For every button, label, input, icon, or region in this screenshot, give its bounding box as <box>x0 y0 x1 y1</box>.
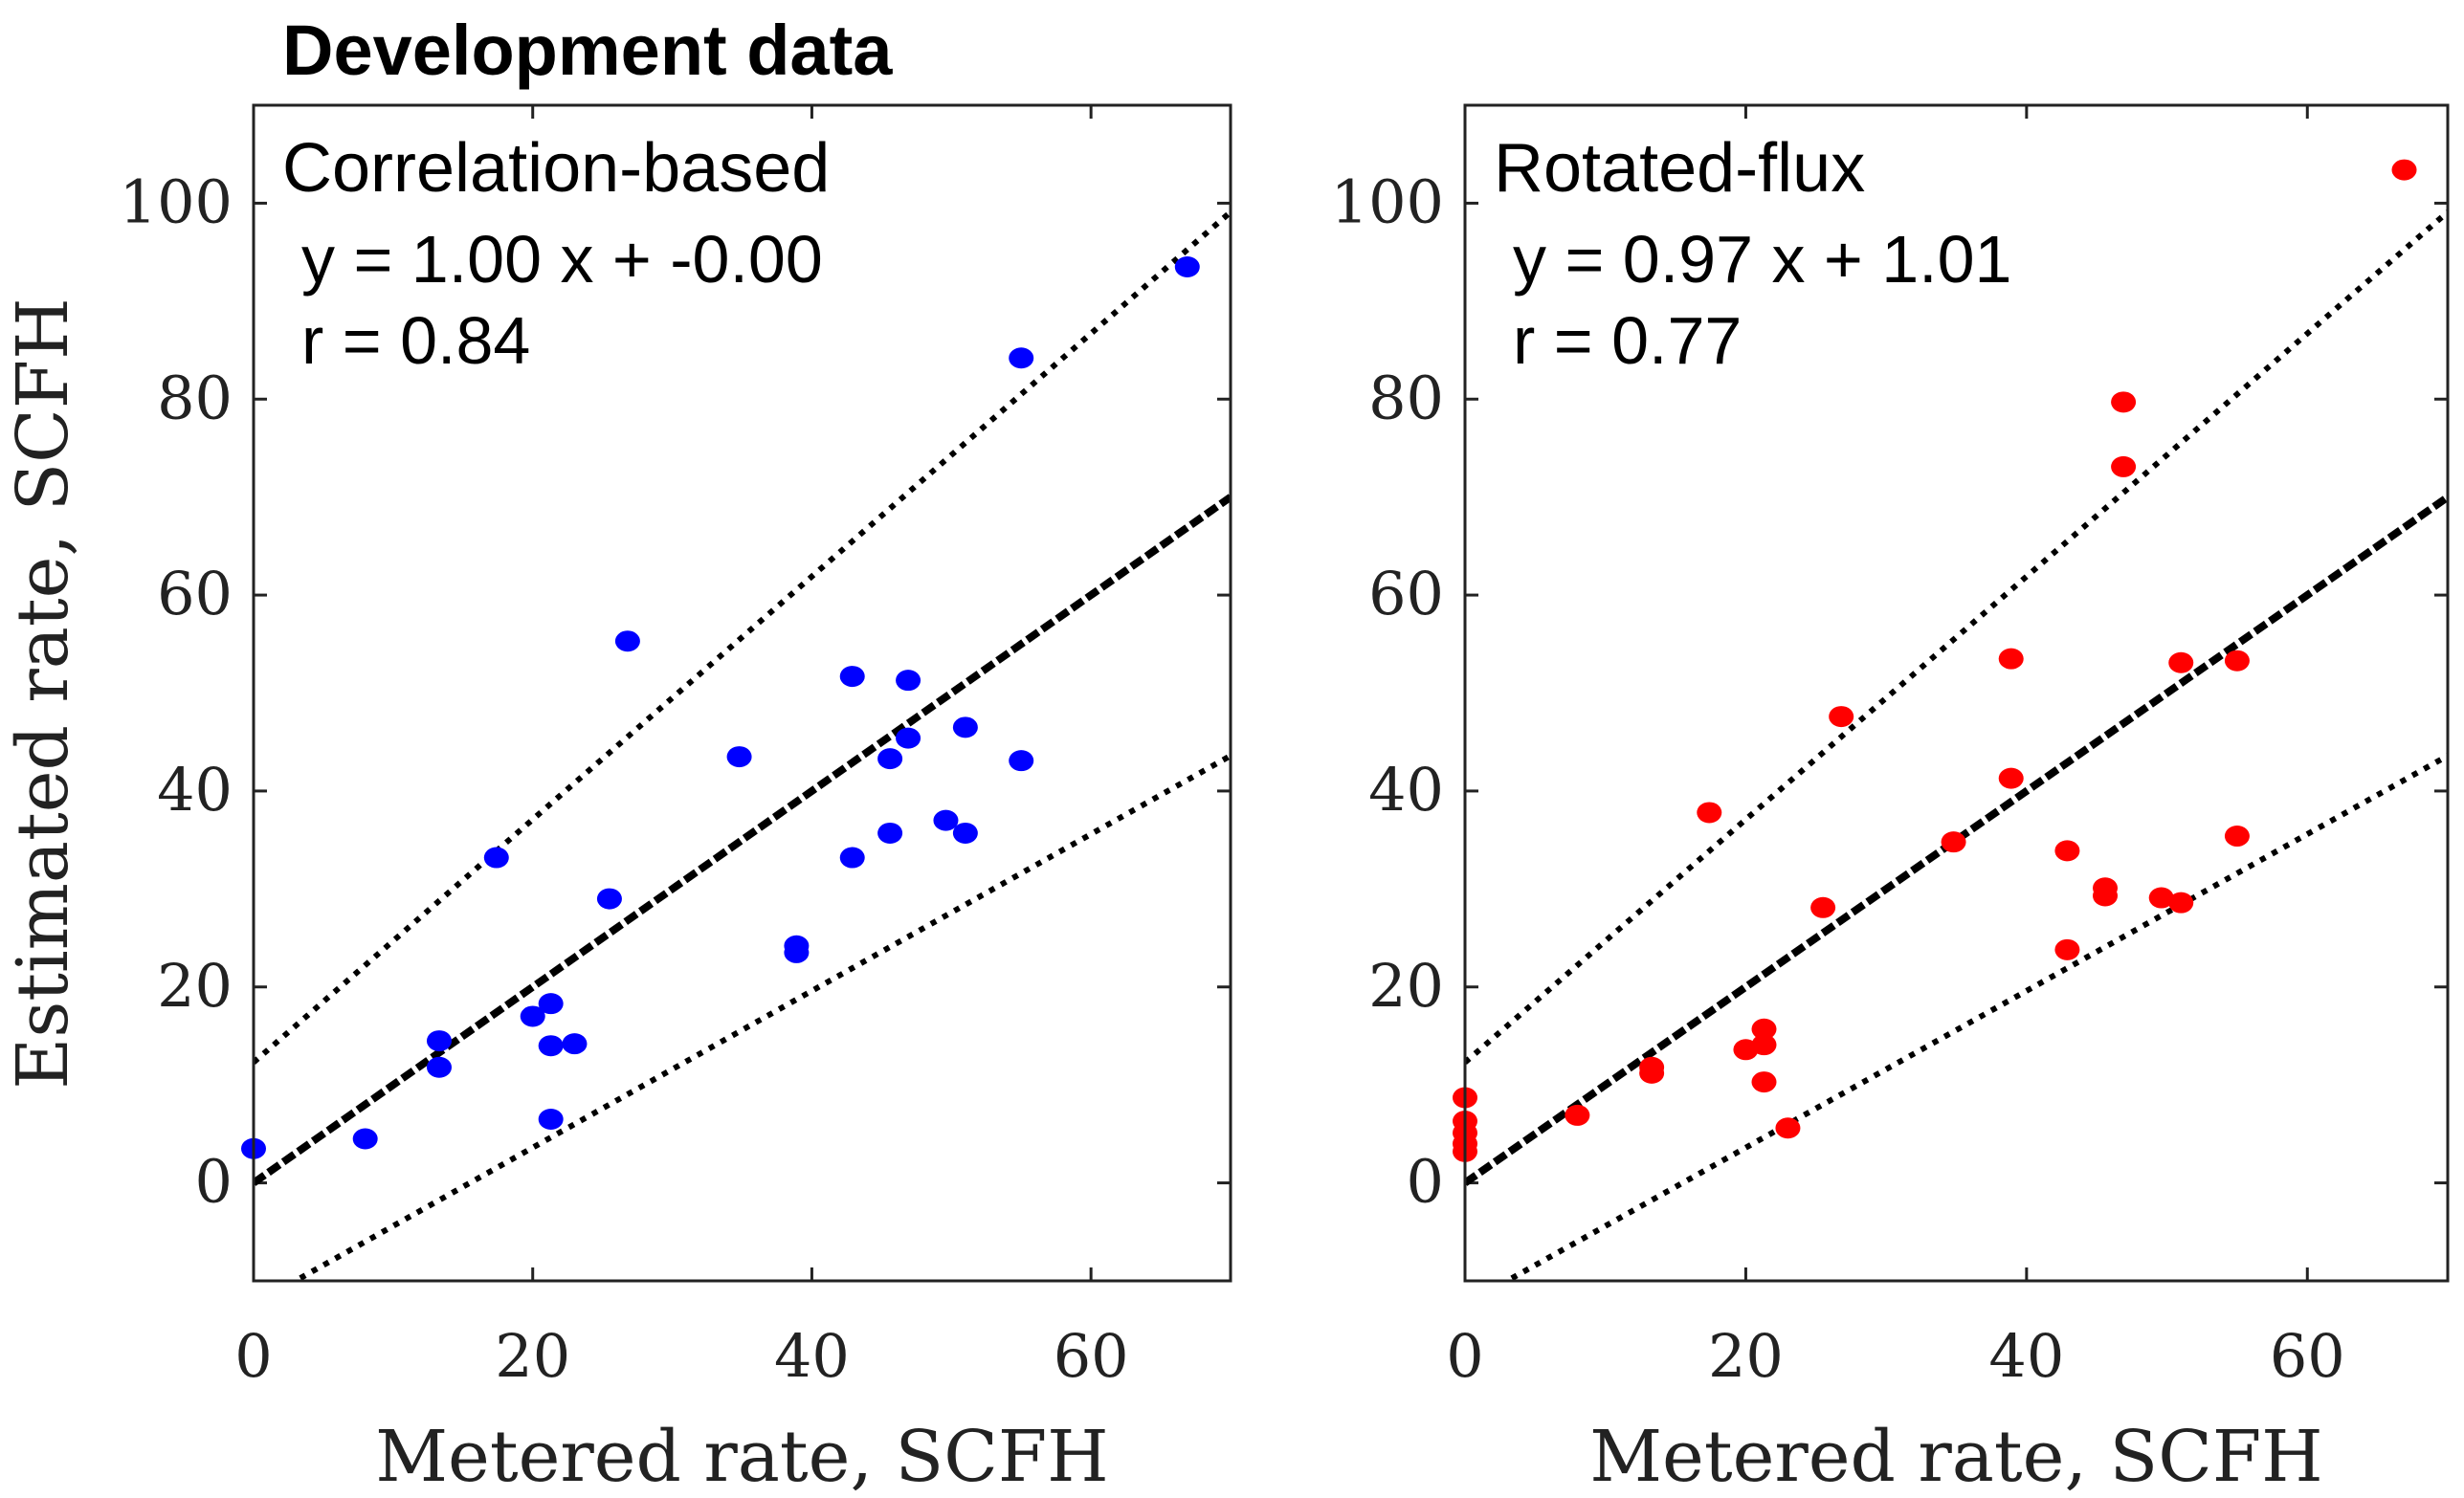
x-axis-label: Metered rate, SCFH <box>1589 1416 2322 1498</box>
data-point <box>1829 706 1854 728</box>
data-point <box>2391 159 2417 181</box>
data-point <box>1697 802 1722 824</box>
lower-bound-line <box>289 753 1231 1281</box>
y-tick-label: 60 <box>1368 559 1444 628</box>
upper-bound-line <box>254 209 1231 1065</box>
data-point <box>877 822 903 844</box>
panel-rotated-flux: 0 20 40 60 0 20 40 60 80 100 Rotated-flux y = 0.97 … <box>1331 103 2450 1498</box>
x-tick-label: 60 <box>1054 1321 1129 1391</box>
x-tick-label: 0 <box>234 1321 272 1391</box>
data-point <box>952 822 978 844</box>
data-point <box>1639 1056 1665 1078</box>
data-point <box>2168 892 2194 914</box>
panel-correlation-based: 0 20 40 60 0 20 40 60 80 100 Correlation-based y = … <box>120 103 1232 1498</box>
data-point <box>896 670 921 692</box>
y-tick-label: 20 <box>1368 951 1444 1021</box>
x-tick-label: 20 <box>495 1321 570 1391</box>
data-point <box>952 716 978 738</box>
panel-title: Correlation-based <box>282 130 830 207</box>
correlation-coefficient: r = 0.77 <box>1513 303 1742 378</box>
data-point <box>2093 885 2119 907</box>
fit-equation: y = 1.00 x + -0.00 <box>301 222 823 297</box>
data-point <box>784 941 810 963</box>
data-point <box>2054 840 2080 862</box>
data-point <box>483 847 509 869</box>
x-tick-label: 20 <box>1708 1321 1784 1391</box>
data-point <box>1941 831 1966 853</box>
data-point <box>933 809 959 831</box>
data-point <box>1565 1104 1590 1126</box>
figure-title: Development data <box>282 11 893 90</box>
data-point <box>1998 767 2024 789</box>
panel-title: Rotated-flux <box>1494 130 1865 207</box>
data-point <box>2224 826 2250 848</box>
data-point <box>1998 648 2024 670</box>
y-tick-label: 20 <box>157 951 233 1021</box>
data-point <box>1751 1034 1777 1056</box>
y-tick-label: 40 <box>157 755 233 825</box>
y-tick-label: 40 <box>1368 755 1444 825</box>
data-point <box>2168 651 2194 673</box>
data-point <box>538 1035 564 1057</box>
x-tick-label: 40 <box>1988 1321 2064 1391</box>
correlation-coefficient: r = 0.84 <box>301 303 530 378</box>
y-tick-label: 60 <box>157 559 233 628</box>
data-point <box>877 748 903 770</box>
y-tick-label: 80 <box>1368 363 1444 432</box>
data-point <box>1751 1018 1777 1040</box>
y-tick-label: 0 <box>1407 1147 1444 1217</box>
data-point <box>2054 938 2080 960</box>
y-tick-label: 80 <box>157 363 233 432</box>
data-point <box>1751 1071 1777 1093</box>
data-point <box>2111 455 2137 477</box>
reference-lines <box>254 209 1231 1281</box>
y-tick-label: 100 <box>1331 166 1444 236</box>
axes-frame <box>1463 103 2450 1283</box>
data-point <box>352 1128 378 1150</box>
reference-lines <box>1465 209 2448 1281</box>
data-point <box>520 1005 545 1027</box>
fit-equation: y = 0.97 x + 1.01 <box>1513 222 2011 297</box>
x-tick-label: 40 <box>774 1321 850 1391</box>
x-axis-label: Metered rate, SCFH <box>375 1416 1108 1498</box>
data-point <box>538 1109 564 1131</box>
y-tick-label: 0 <box>195 1147 233 1217</box>
data-point <box>562 1033 588 1055</box>
data-point <box>896 727 921 749</box>
x-tick-label: 0 <box>1446 1321 1483 1391</box>
data-point <box>1009 347 1034 369</box>
fit-line <box>254 494 1231 1186</box>
data-point <box>2224 650 2250 672</box>
lower-bound-line <box>1500 753 2448 1281</box>
data-point <box>426 1030 452 1052</box>
data-point <box>1009 750 1034 772</box>
data-point <box>839 666 865 688</box>
y-axis-label: Estimated rate, SCFH <box>2 297 84 1089</box>
data-point <box>726 746 752 768</box>
data-point <box>426 1056 452 1078</box>
axes-frame <box>252 103 1232 1283</box>
data-point <box>596 888 622 910</box>
data-point <box>614 630 640 652</box>
x-tick-label: 60 <box>2270 1321 2345 1391</box>
upper-bound-line <box>1465 209 2448 1065</box>
data-point <box>1174 255 1200 277</box>
y-tick-label: 100 <box>120 166 233 236</box>
data-point <box>538 993 564 1015</box>
data-point <box>1775 1117 1801 1139</box>
data-point <box>2148 887 2174 909</box>
data-point <box>2111 391 2137 413</box>
data-point <box>1810 896 1836 918</box>
data-point <box>839 847 865 869</box>
